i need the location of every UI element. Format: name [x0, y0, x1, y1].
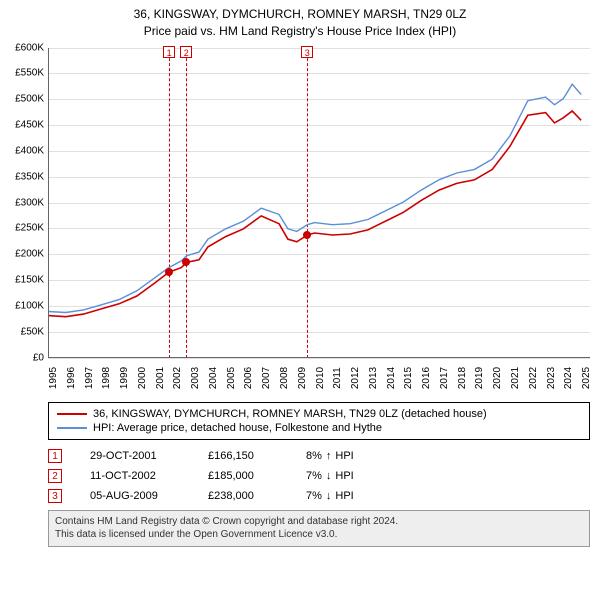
x-tick-label: 2020: [492, 366, 503, 388]
y-tick-label: £350K: [0, 171, 44, 182]
chart-title-block: 36, KINGSWAY, DYMCHURCH, ROMNEY MARSH, T…: [0, 0, 600, 40]
tx-marker-dot: [182, 258, 190, 266]
x-tick-label: 2016: [421, 366, 432, 388]
x-tick-label: 2019: [474, 366, 485, 388]
x-tick-label: 2000: [137, 366, 148, 388]
x-tick-label: 2022: [528, 366, 539, 388]
x-tick-label: 2004: [208, 366, 219, 388]
transaction-row: 1 29-OCT-2001 £166,150 8% HPI: [48, 446, 590, 466]
legend-row: 36, KINGSWAY, DYMCHURCH, ROMNEY MARSH, T…: [57, 407, 581, 421]
transaction-row: 3 05-AUG-2009 £238,000 7% HPI: [48, 486, 590, 506]
arrow-up-icon: [326, 450, 332, 462]
y-tick-label: £0: [0, 352, 44, 363]
y-tick-label: £100K: [0, 300, 44, 311]
tx-delta-pct: 7%: [306, 470, 322, 482]
x-tick-label: 2001: [155, 366, 166, 388]
tx-delta-pct: 7%: [306, 490, 322, 502]
x-tick-label: 2023: [546, 366, 557, 388]
series-hpi: [48, 84, 581, 312]
x-tick-label: 2018: [457, 366, 468, 388]
y-tick-label: £200K: [0, 249, 44, 260]
title-address: 36, KINGSWAY, DYMCHURCH, ROMNEY MARSH, T…: [0, 6, 600, 23]
transactions-table: 1 29-OCT-2001 £166,150 8% HPI 2 11-OCT-2002 £18…: [48, 446, 590, 506]
x-tick-label: 2024: [563, 366, 574, 388]
tx-marker-dot: [303, 231, 311, 239]
chart-area: £0£50K£100K£150K£200K£250K£300K£350K£400…: [48, 48, 590, 378]
arrow-down-icon: [326, 490, 332, 502]
tx-delta: 8% HPI: [306, 450, 354, 462]
y-tick-label: £300K: [0, 197, 44, 208]
legend-box: 36, KINGSWAY, DYMCHURCH, ROMNEY MARSH, T…: [48, 402, 590, 440]
y-tick-label: £600K: [0, 42, 44, 53]
x-tick-label: 2013: [368, 366, 379, 388]
tx-date: 11-OCT-2002: [90, 470, 180, 482]
tx-number-badge: 2: [48, 469, 62, 483]
y-tick-label: £500K: [0, 94, 44, 105]
tx-delta: 7% HPI: [306, 470, 354, 482]
legend-swatch: [57, 427, 87, 429]
tx-marker-badge: 2: [180, 46, 192, 58]
x-tick-label: 2012: [350, 366, 361, 388]
x-tick-label: 2025: [581, 366, 592, 388]
page-root: 36, KINGSWAY, DYMCHURCH, ROMNEY MARSH, T…: [0, 0, 600, 547]
tx-delta-ref: HPI: [335, 490, 353, 502]
attribution-footer: Contains HM Land Registry data © Crown c…: [48, 510, 590, 547]
x-tick-label: 2011: [332, 367, 343, 389]
tx-marker-badge: 1: [163, 46, 175, 58]
tx-number-badge: 1: [48, 449, 62, 463]
arrow-down-icon: [326, 470, 332, 482]
series-property: [48, 111, 581, 317]
x-tick-label: 2010: [315, 366, 326, 388]
x-tick-label: 2014: [386, 366, 397, 388]
legend-swatch: [57, 413, 87, 415]
title-subtitle: Price paid vs. HM Land Registry's House …: [0, 23, 600, 40]
x-tick-label: 2005: [226, 366, 237, 388]
y-tick-label: £400K: [0, 145, 44, 156]
y-tick-label: £450K: [0, 120, 44, 131]
tx-delta-pct: 8%: [306, 450, 322, 462]
x-tick-label: 2006: [243, 366, 254, 388]
tx-date: 05-AUG-2009: [90, 490, 180, 502]
x-tick-label: 1996: [66, 366, 77, 388]
tx-delta-ref: HPI: [335, 470, 353, 482]
tx-price: £238,000: [208, 490, 278, 502]
tx-delta: 7% HPI: [306, 490, 354, 502]
transaction-row: 2 11-OCT-2002 £185,000 7% HPI: [48, 466, 590, 486]
x-tick-label: 2003: [190, 366, 201, 388]
tx-date: 29-OCT-2001: [90, 450, 180, 462]
footer-line1: Contains HM Land Registry data © Crown c…: [55, 515, 583, 529]
x-tick-label: 1997: [84, 366, 95, 388]
tx-price: £166,150: [208, 450, 278, 462]
tx-number-badge: 3: [48, 489, 62, 503]
y-tick-label: £50K: [0, 326, 44, 337]
tx-marker-dot: [165, 268, 173, 276]
x-tick-label: 2009: [297, 366, 308, 388]
line-series-svg: [48, 48, 590, 358]
x-tick-label: 2021: [510, 366, 521, 388]
x-tick-label: 2002: [172, 366, 183, 388]
legend-row: HPI: Average price, detached house, Folk…: [57, 421, 581, 435]
x-tick-label: 2008: [279, 366, 290, 388]
y-tick-label: £150K: [0, 275, 44, 286]
x-tick-label: 1999: [119, 366, 130, 388]
x-tick-label: 2015: [403, 366, 414, 388]
x-tick-label: 2017: [439, 366, 450, 388]
tx-delta-ref: HPI: [335, 450, 353, 462]
legend-label: HPI: Average price, detached house, Folk…: [93, 422, 382, 434]
x-tick-label: 2007: [261, 366, 272, 388]
legend-label: 36, KINGSWAY, DYMCHURCH, ROMNEY MARSH, T…: [93, 408, 487, 420]
tx-marker-badge: 3: [301, 46, 313, 58]
x-tick-label: 1998: [101, 366, 112, 388]
y-tick-label: £250K: [0, 223, 44, 234]
y-axis-line: [48, 48, 49, 358]
y-tick-label: £550K: [0, 68, 44, 79]
x-axis: 1995199619971998199920002001200220032004…: [48, 358, 590, 378]
footer-line2: This data is licensed under the Open Gov…: [55, 528, 583, 542]
tx-price: £185,000: [208, 470, 278, 482]
x-tick-label: 1995: [48, 366, 59, 388]
